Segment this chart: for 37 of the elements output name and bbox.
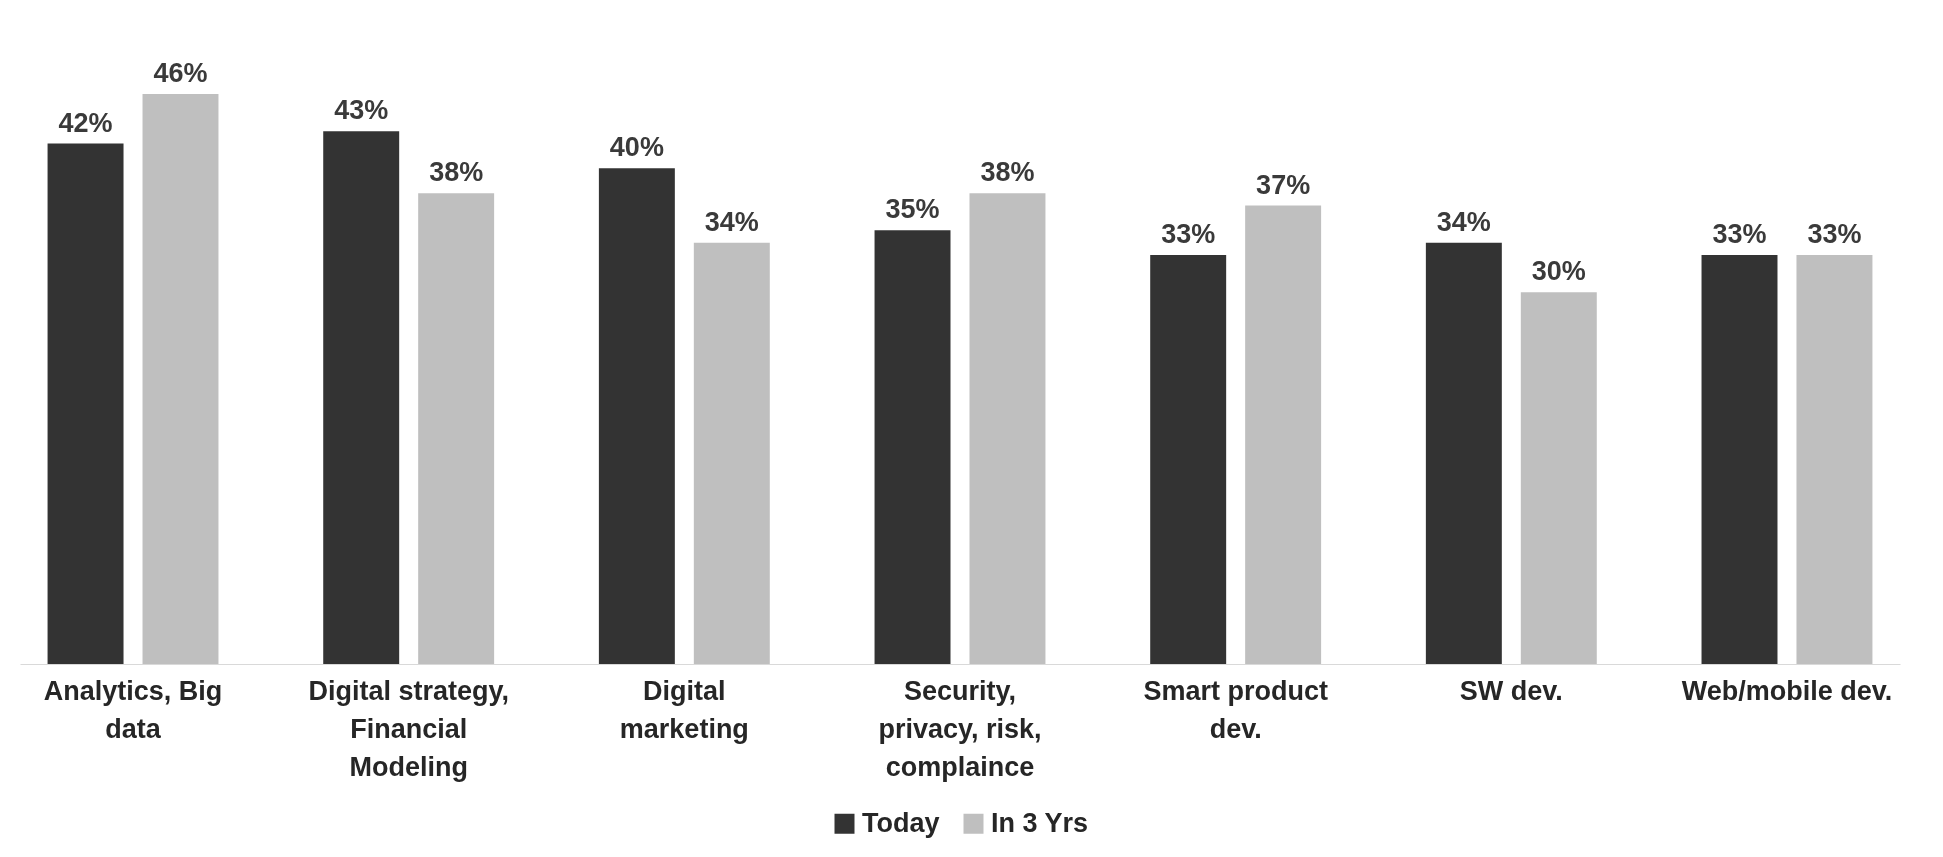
bar	[323, 131, 400, 664]
data-label: 34%	[1436, 206, 1491, 237]
x-tick-label: Analytics, Big data	[43, 675, 223, 744]
legend-label: Today	[862, 807, 940, 838]
data-label: 30%	[1531, 256, 1586, 287]
data-label: 35%	[885, 194, 940, 225]
x-tick-label: Digital marketing	[619, 675, 749, 744]
data-label: 46%	[153, 58, 208, 88]
x-tick-label: Security, privacy, risk, complaince	[878, 675, 1042, 782]
bar	[874, 230, 951, 664]
data-label: 38%	[429, 157, 484, 188]
bar	[47, 143, 124, 664]
bar	[1701, 255, 1778, 664]
x-tick-label: Web/mobile dev.	[1681, 675, 1893, 706]
x-tick-label: SW dev.	[1459, 675, 1563, 706]
bar	[1796, 255, 1873, 664]
data-label: 33%	[1161, 219, 1216, 250]
bar	[1520, 292, 1597, 664]
data-label: 43%	[334, 95, 389, 126]
bar	[969, 193, 1046, 664]
data-label: 34%	[704, 206, 759, 237]
data-label: 37%	[1256, 169, 1311, 200]
data-label: 33%	[1712, 219, 1767, 250]
data-label: 42%	[58, 107, 113, 138]
x-tick-label: Smart product dev.	[1143, 675, 1328, 744]
bar	[598, 168, 675, 664]
data-label: 40%	[609, 132, 664, 163]
bar	[142, 94, 219, 664]
data-label: 33%	[1807, 219, 1862, 250]
bar	[693, 242, 770, 664]
data-label: 38%	[980, 157, 1035, 188]
bar	[1150, 255, 1227, 664]
x-tick-label: Digital strategy, Financial Modeling	[308, 675, 509, 782]
bar	[1245, 205, 1322, 664]
bar	[1425, 242, 1502, 664]
bar	[418, 193, 495, 664]
legend-label: In 3 Yrs	[991, 807, 1089, 838]
